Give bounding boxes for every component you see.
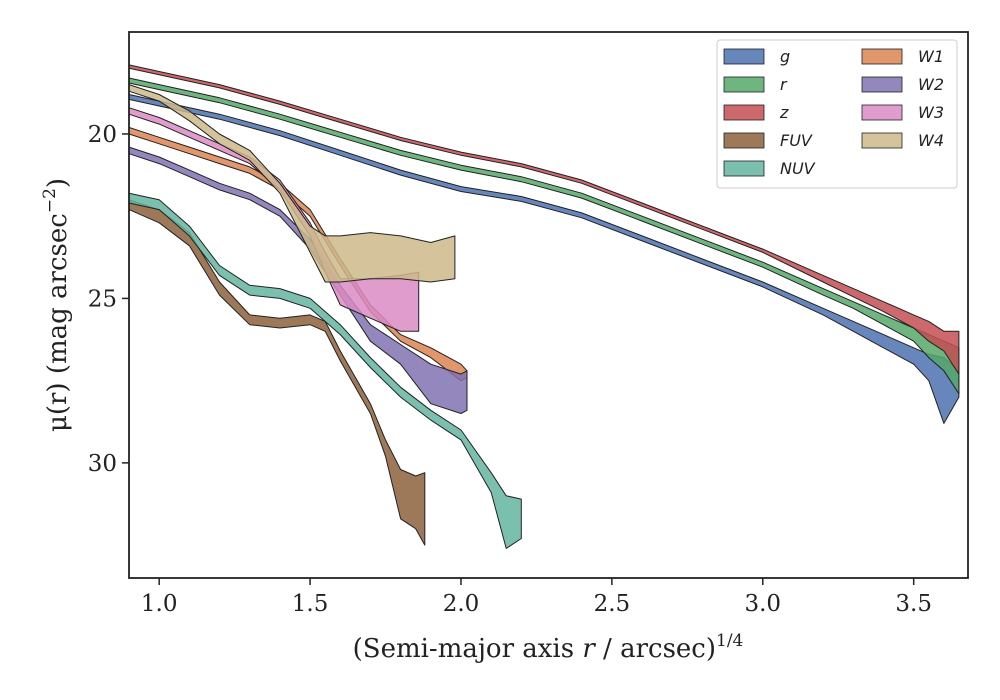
legend-swatch-w4 bbox=[861, 132, 903, 149]
y-axis-title-main: μ(r) (mag arcsec bbox=[43, 213, 73, 432]
y-tick-label: 20 bbox=[88, 122, 117, 148]
x-tick-label: 1.0 bbox=[141, 591, 178, 617]
legend-swatch-w1 bbox=[861, 48, 903, 65]
x-tick-label: 1.5 bbox=[292, 591, 329, 617]
x-axis-title-tail: / arcsec) bbox=[595, 634, 716, 664]
x-axis-title: (Semi-major axis r / arcsec)1/4 bbox=[353, 631, 744, 664]
y-tick-label: 30 bbox=[88, 451, 117, 477]
legend-label-w3: W3 bbox=[918, 103, 944, 122]
legend: grz FUV NUV W1 W2 W3 W4 bbox=[716, 39, 958, 189]
band-w2 bbox=[128, 146, 468, 414]
band-w4 bbox=[128, 84, 456, 283]
x-tick-label: 3.0 bbox=[744, 591, 781, 617]
profile-bands bbox=[128, 64, 960, 549]
legend-swatch-nuv bbox=[723, 160, 765, 177]
legend-swatch-w2 bbox=[861, 76, 903, 93]
legend-label-w2: W2 bbox=[918, 75, 944, 94]
y-axis: 20 25 30 bbox=[88, 122, 129, 477]
x-tick-label: 2.5 bbox=[594, 591, 631, 617]
x-axis-title-main: (Semi-major axis bbox=[353, 634, 583, 664]
y-tick-label: 25 bbox=[88, 286, 117, 312]
band-nuv bbox=[128, 192, 522, 549]
x-axis-title-exponent: 1/4 bbox=[716, 631, 743, 651]
x-axis-title-var: r bbox=[582, 634, 596, 664]
band-fuv bbox=[128, 199, 426, 546]
x-tick-label: 3.5 bbox=[895, 591, 932, 617]
legend-label-r: r bbox=[780, 75, 788, 94]
y-axis-title-close: ) bbox=[43, 178, 73, 188]
legend-swatch-fuv bbox=[723, 132, 765, 149]
band-g bbox=[128, 94, 960, 424]
x-axis: 1.0 1.5 2.0 2.5 3.0 3.5 bbox=[141, 578, 932, 617]
y-axis-title-exponent: −2 bbox=[40, 188, 60, 213]
legend-swatch-r bbox=[723, 76, 765, 93]
band-z bbox=[128, 64, 960, 375]
legend-label-w4: W4 bbox=[918, 131, 944, 150]
band-r bbox=[128, 77, 960, 395]
plot-frame bbox=[128, 31, 969, 579]
x-tick-label: 2.0 bbox=[443, 591, 480, 617]
legend-label-fuv: FUV bbox=[780, 131, 813, 150]
legend-swatch-z bbox=[723, 104, 765, 121]
legend-label-g: g bbox=[780, 47, 790, 66]
legend-label-z: z bbox=[779, 103, 789, 122]
legend-label-nuv: NUV bbox=[780, 159, 816, 178]
y-axis-title: μ(r) (mag arcsec−2) bbox=[40, 178, 73, 432]
legend-swatch-g bbox=[723, 48, 765, 65]
legend-label-w1: W1 bbox=[918, 47, 944, 66]
legend-swatch-w3 bbox=[861, 104, 903, 121]
